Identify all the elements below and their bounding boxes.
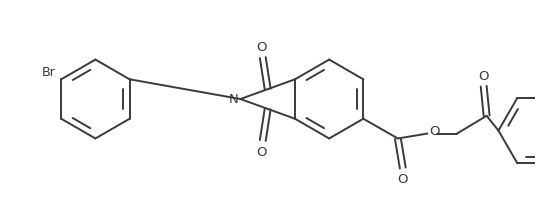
Text: N: N	[229, 92, 238, 105]
Text: O: O	[479, 69, 489, 82]
Text: O: O	[257, 145, 267, 158]
Text: Br: Br	[42, 66, 56, 79]
Text: O: O	[429, 124, 440, 137]
Text: O: O	[257, 41, 267, 54]
Text: O: O	[398, 173, 408, 185]
